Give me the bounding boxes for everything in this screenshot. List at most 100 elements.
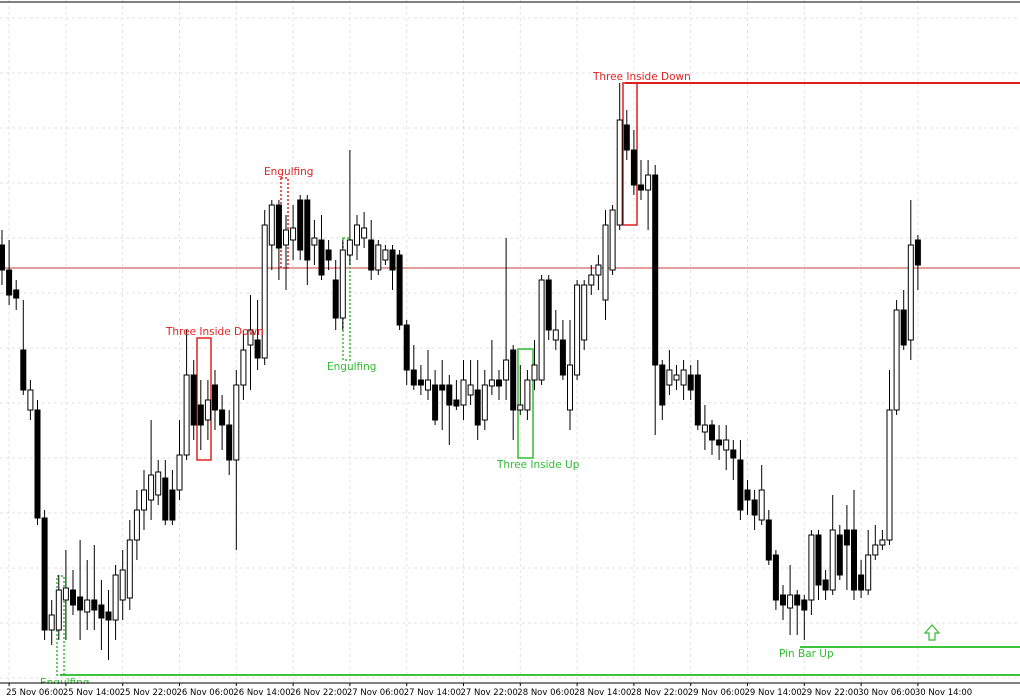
x-tick-label: 26 Nov 06:00 (177, 688, 234, 698)
candle-body (20, 349, 27, 391)
candle-body (772, 554, 779, 601)
candle-body (907, 244, 914, 341)
candle-body (914, 239, 921, 266)
candle-body (545, 279, 552, 331)
candle-body (673, 374, 680, 381)
candle-body (858, 574, 865, 591)
candle-body (872, 544, 879, 556)
candle-body (219, 409, 226, 426)
candle-body (318, 239, 325, 276)
candle-body (595, 264, 602, 276)
candle-body (801, 599, 808, 611)
x-tick-label: 29 Nov 06:00 (688, 688, 745, 698)
candle-body (531, 364, 538, 381)
candle-body (375, 244, 382, 271)
candle-body (481, 384, 488, 421)
candle-body (325, 249, 332, 261)
candle-body (474, 389, 481, 426)
x-tick-label: 28 Nov 22:00 (631, 688, 688, 698)
candle-body (6, 269, 13, 296)
candle-body (55, 589, 62, 631)
candle-body (900, 309, 907, 346)
candle-body (346, 239, 353, 256)
candle-body (169, 489, 176, 521)
x-tick-label: 28 Nov 14:00 (574, 688, 631, 698)
candle-body (183, 374, 190, 456)
x-tick-label: 27 Nov 06:00 (347, 688, 404, 698)
candle-body (240, 349, 247, 386)
x-tick-label: 25 Nov 06:00 (6, 688, 63, 698)
candle-body (141, 489, 147, 511)
candle-body (709, 424, 715, 441)
candle-body (744, 489, 751, 501)
candle-body (410, 369, 417, 386)
pattern-box (56, 575, 65, 676)
candle-body (808, 534, 815, 601)
candle-body (623, 124, 630, 151)
candle-body (48, 614, 55, 631)
x-tick-label: 25 Nov 14:00 (63, 688, 120, 698)
candle-body (290, 227, 297, 241)
pattern-label: Three Inside Down (165, 326, 264, 338)
x-tick-label: 29 Nov 22:00 (801, 688, 858, 698)
candle-body (851, 529, 857, 591)
candle-body (567, 364, 573, 411)
candle-body (304, 199, 311, 261)
candle-body (496, 379, 502, 387)
candle-body (98, 604, 105, 619)
candle-body (780, 594, 786, 606)
x-tick-label: 27 Nov 22:00 (461, 688, 518, 698)
candle-body (694, 374, 701, 426)
candle-body (368, 239, 375, 271)
candle-body (275, 204, 282, 249)
candle-body (467, 384, 474, 396)
candle-body (652, 174, 659, 366)
candle-body (112, 574, 119, 621)
candle-body (190, 374, 197, 426)
candle-body (460, 379, 467, 406)
candle-body (176, 454, 183, 491)
pattern-box (196, 337, 212, 461)
candle-body (84, 599, 91, 613)
candle-body (233, 384, 240, 461)
candle-body (730, 449, 737, 459)
candle-body (155, 471, 162, 496)
candle-body (794, 594, 801, 606)
candle-body (879, 539, 886, 546)
pattern-label: Three Inside Down (592, 71, 691, 83)
candle-body (510, 349, 517, 411)
candle-body (247, 329, 254, 346)
x-tick-label: 29 Nov 14:00 (745, 688, 802, 698)
candle-body (765, 519, 772, 561)
pattern-box (622, 82, 638, 226)
candle-body (488, 379, 495, 387)
candle-body (105, 611, 112, 621)
candle-body (737, 459, 744, 511)
x-tick-label: 26 Nov 14:00 (233, 688, 290, 698)
candle-body (822, 579, 829, 591)
x-tick-label: 25 Nov 22:00 (120, 688, 177, 698)
candle-body (439, 384, 446, 391)
candle-body (453, 399, 460, 407)
candle-body (552, 329, 559, 341)
candle-body (70, 589, 76, 606)
candle-body (62, 587, 69, 601)
candle-body (666, 369, 673, 386)
candle-body (659, 364, 666, 406)
pattern-box (517, 348, 534, 459)
candle-body (126, 539, 133, 599)
candle-body (446, 384, 453, 406)
candle-body (91, 599, 98, 611)
candle-body (148, 474, 155, 501)
x-tick-label: 30 Nov 06:00 (858, 688, 915, 698)
candle-body (524, 379, 531, 411)
candle-body (425, 379, 431, 391)
x-tick-label: 26 Nov 22:00 (290, 688, 347, 698)
candle-body (559, 339, 566, 376)
signal-arrow (923, 624, 941, 641)
candle-body (119, 569, 126, 601)
candle-body (226, 424, 233, 461)
